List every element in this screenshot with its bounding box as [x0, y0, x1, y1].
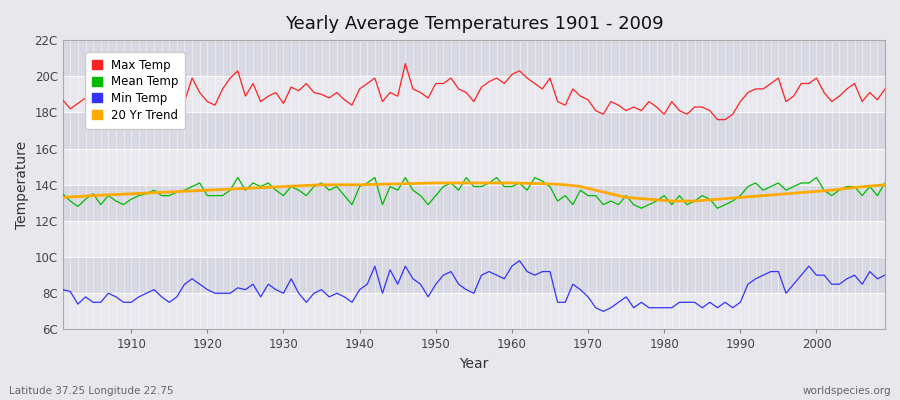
Title: Yearly Average Temperatures 1901 - 2009: Yearly Average Temperatures 1901 - 2009	[284, 15, 663, 33]
Bar	[63, 185, 885, 221]
Bar	[63, 112, 885, 149]
Bar	[63, 257, 885, 293]
Bar	[63, 149, 885, 185]
Text: Latitude 37.25 Longitude 22.75: Latitude 37.25 Longitude 22.75	[9, 386, 174, 396]
Bar	[63, 293, 885, 330]
Text: worldspecies.org: worldspecies.org	[803, 386, 891, 396]
Bar	[63, 76, 885, 112]
Legend: Max Temp, Mean Temp, Min Temp, 20 Yr Trend: Max Temp, Mean Temp, Min Temp, 20 Yr Tre…	[85, 52, 185, 128]
Bar	[63, 40, 885, 76]
Bar	[63, 221, 885, 257]
X-axis label: Year: Year	[459, 357, 489, 371]
Y-axis label: Temperature: Temperature	[15, 141, 29, 229]
